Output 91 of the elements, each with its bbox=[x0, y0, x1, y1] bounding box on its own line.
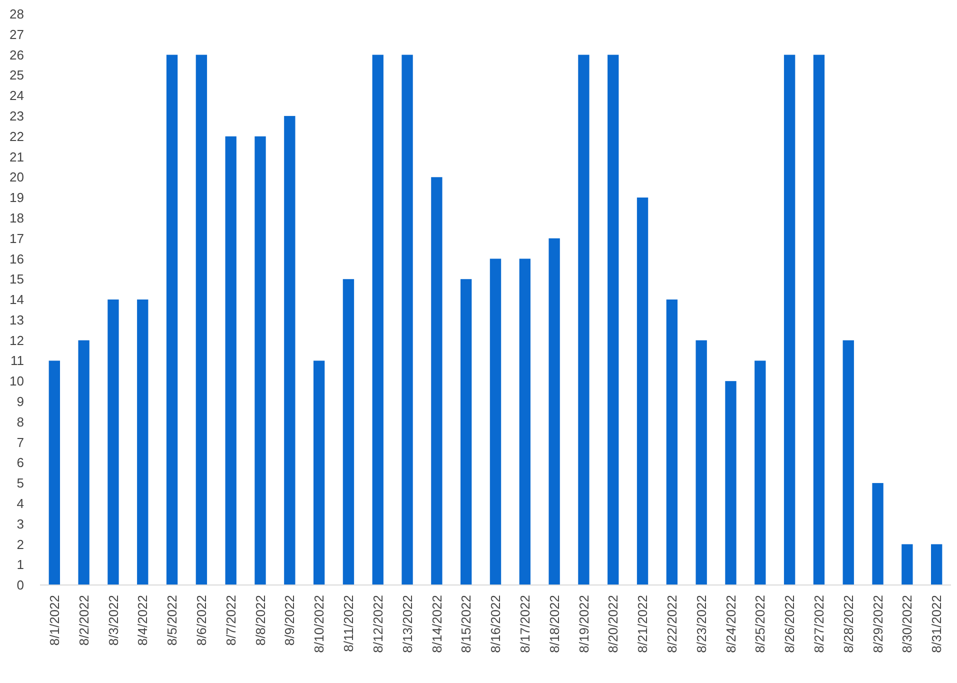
x-tick-label: 8/19/2022 bbox=[576, 595, 592, 653]
y-tick-label: 18 bbox=[10, 210, 24, 226]
x-tick-label: 8/16/2022 bbox=[488, 595, 504, 653]
y-tick-label: 24 bbox=[10, 88, 24, 104]
bar bbox=[48, 360, 60, 585]
x-tick-label: 8/12/2022 bbox=[370, 595, 386, 653]
bar bbox=[578, 54, 590, 585]
bar bbox=[254, 136, 266, 585]
y-tick-label: 27 bbox=[10, 26, 24, 42]
bar bbox=[225, 136, 236, 585]
y-tick-label: 6 bbox=[16, 455, 24, 470]
bar bbox=[78, 340, 90, 585]
bar bbox=[696, 340, 707, 585]
y-tick-label: 10 bbox=[10, 374, 24, 389]
y-tick-label: 16 bbox=[10, 251, 24, 266]
bar bbox=[666, 300, 678, 585]
bar bbox=[813, 54, 825, 585]
y-tick-label: 1 bbox=[16, 557, 24, 572]
bar bbox=[166, 54, 178, 585]
bar bbox=[872, 483, 884, 585]
x-tick-label: 8/17/2022 bbox=[517, 595, 532, 653]
x-tick-label: 8/23/2022 bbox=[694, 595, 709, 653]
x-tick-label: 8/29/2022 bbox=[870, 595, 886, 653]
y-tick-label: 20 bbox=[10, 170, 24, 185]
y-tick-label: 5 bbox=[16, 476, 24, 491]
x-tick-label: 8/7/2022 bbox=[223, 595, 238, 646]
x-tick-label: 8/21/2022 bbox=[635, 595, 650, 653]
x-tick-label: 8/18/2022 bbox=[546, 595, 562, 653]
y-tick-label: 14 bbox=[10, 292, 24, 308]
bar bbox=[108, 300, 119, 585]
x-tick-label: 8/25/2022 bbox=[752, 595, 768, 653]
bar bbox=[372, 54, 384, 585]
x-tick-label: 8/13/2022 bbox=[400, 595, 415, 653]
y-tick-label: 11 bbox=[10, 353, 24, 368]
y-tick-label: 21 bbox=[10, 149, 24, 164]
bar bbox=[842, 340, 854, 585]
y-tick-label: 7 bbox=[16, 434, 24, 450]
x-tick-label: 8/31/2022 bbox=[929, 595, 944, 653]
x-tick-label: 8/28/2022 bbox=[840, 595, 856, 653]
y-tick-label: 0 bbox=[16, 578, 24, 593]
bar bbox=[608, 54, 619, 585]
bar bbox=[931, 544, 942, 585]
bar bbox=[902, 544, 913, 585]
y-tick-label: 26 bbox=[10, 47, 24, 62]
bar bbox=[519, 258, 530, 585]
bar bbox=[725, 381, 736, 585]
y-tick-label: 3 bbox=[16, 516, 24, 532]
y-tick-label: 28 bbox=[10, 6, 24, 22]
y-tick-label: 12 bbox=[10, 332, 24, 348]
x-tick-label: 8/14/2022 bbox=[429, 595, 444, 653]
bar bbox=[460, 279, 472, 585]
x-tick-label: 8/8/2022 bbox=[252, 595, 268, 646]
x-tick-label: 8/24/2022 bbox=[723, 595, 738, 653]
x-tick-label: 8/4/2022 bbox=[135, 595, 150, 646]
y-tick-label: 4 bbox=[16, 496, 24, 511]
y-tick-label: 2 bbox=[16, 536, 24, 552]
x-tick-label: 8/22/2022 bbox=[664, 595, 680, 653]
y-tick-label: 15 bbox=[10, 272, 24, 287]
x-tick-label: 8/27/2022 bbox=[812, 595, 827, 653]
bar bbox=[402, 54, 413, 585]
bar bbox=[431, 177, 442, 585]
y-tick-label: 19 bbox=[10, 190, 24, 206]
bar bbox=[284, 116, 296, 585]
bar bbox=[548, 238, 560, 585]
x-tick-label: 8/26/2022 bbox=[782, 595, 798, 653]
bar bbox=[490, 258, 502, 585]
x-tick-label: 8/9/2022 bbox=[282, 595, 298, 646]
bar bbox=[754, 360, 766, 585]
y-tick-label: 17 bbox=[10, 230, 24, 246]
x-tick-label: 8/30/2022 bbox=[900, 595, 915, 653]
x-tick-label: 8/10/2022 bbox=[312, 595, 327, 653]
x-tick-label: 8/11/2022 bbox=[341, 595, 356, 652]
x-tick-label: 8/6/2022 bbox=[194, 595, 209, 646]
y-tick-label: 22 bbox=[10, 128, 24, 144]
y-tick-label: 9 bbox=[16, 394, 24, 410]
bar bbox=[196, 54, 208, 585]
x-tick-label: 8/15/2022 bbox=[458, 595, 474, 653]
x-tick-label: 8/3/2022 bbox=[106, 595, 121, 646]
y-tick-label: 8 bbox=[16, 414, 24, 430]
y-tick-label: 23 bbox=[10, 108, 24, 124]
x-tick-label: 8/20/2022 bbox=[606, 595, 621, 653]
y-tick-label: 13 bbox=[10, 312, 24, 328]
bar bbox=[784, 54, 796, 585]
bar bbox=[636, 198, 648, 585]
x-tick-label: 8/2/2022 bbox=[76, 595, 92, 646]
y-tick-label: 25 bbox=[10, 68, 24, 83]
x-tick-label: 8/5/2022 bbox=[164, 595, 180, 646]
bar bbox=[342, 279, 354, 585]
bar bbox=[137, 300, 148, 585]
x-tick-label: 8/1/2022 bbox=[46, 595, 62, 646]
bar bbox=[313, 360, 325, 585]
